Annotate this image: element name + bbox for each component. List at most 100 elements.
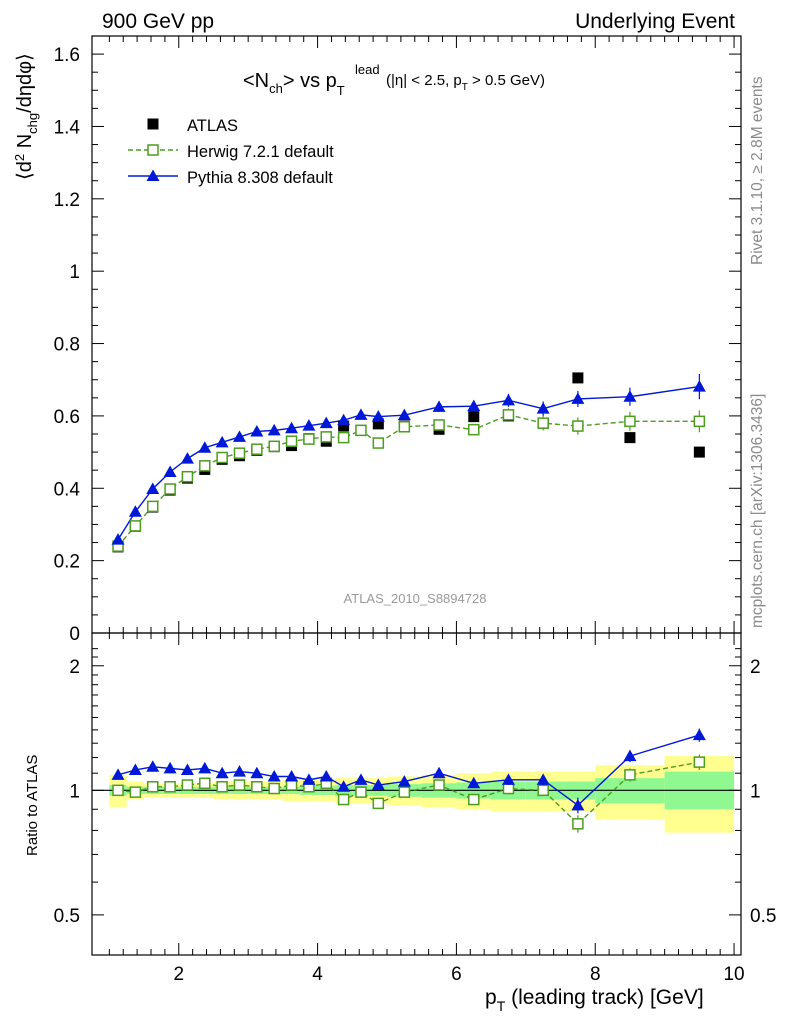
herwig-data-point <box>146 500 159 513</box>
atlas-data-point <box>338 420 350 432</box>
ratio-tick-label-right: 1 <box>750 781 761 802</box>
ratio-tick-label-right: 0.5 <box>750 906 776 927</box>
series-line <box>117 414 700 547</box>
herwig-data-point <box>693 415 706 428</box>
ratio-data-point <box>354 773 368 785</box>
ratio-data-point <box>624 769 636 781</box>
y-tick-label: 1.6 <box>54 45 80 66</box>
ratio-data-point <box>128 763 142 775</box>
svg-text:⟨d2 Nchg/dηdφ⟩: ⟨d2 Nchg/dηdφ⟩ <box>12 53 40 180</box>
pythia-data-point <box>319 416 333 429</box>
herwig-data-point <box>216 451 228 464</box>
pythia-data-point <box>302 419 316 431</box>
ratio-series-layer <box>111 728 706 833</box>
svg-text:<Nch> vs pT: <Nch> vs pT <box>243 70 345 98</box>
ratio-data-point <box>302 773 316 785</box>
herwig-data-point <box>398 421 411 433</box>
ratio-data-point <box>397 775 411 787</box>
ratio-data-point <box>268 782 280 795</box>
herwig-data-point <box>181 470 194 483</box>
ratio-data-point <box>146 781 159 793</box>
ratio-data-point <box>163 761 177 774</box>
y-tick-label: 0.8 <box>54 335 80 356</box>
ratio-plot-frame <box>91 632 742 956</box>
atlas-data-point <box>572 372 584 384</box>
svg-text:lead: lead <box>355 62 380 77</box>
pythia-data-point <box>285 421 299 434</box>
herwig-data-point <box>537 417 549 429</box>
x-tick-label: 8 <box>590 964 601 985</box>
legend-herwig-marker <box>147 144 159 156</box>
ratio-data-point <box>112 784 124 797</box>
y-tick-label: 0.2 <box>54 552 80 573</box>
pythia-data-point <box>233 430 246 442</box>
herwig-data-point <box>502 409 515 421</box>
legend-pythia-marker <box>146 169 160 181</box>
ratio-data-point <box>111 768 125 780</box>
ratio-data-point <box>250 766 264 779</box>
herwig-data-point <box>285 435 298 447</box>
y-tick-label: 1.4 <box>54 117 81 138</box>
svg-text:pT (leading track) [GeV]: pT (leading track) [GeV] <box>485 986 704 1014</box>
ratio-data-point <box>164 781 176 793</box>
pythia-data-point <box>371 410 385 422</box>
herwig-data-point <box>199 460 211 472</box>
legend-label: Herwig 7.2.1 default <box>187 143 334 161</box>
ratio-data-point <box>267 770 281 782</box>
y-tick-label: 0.4 <box>54 479 81 500</box>
x-tick-label: 10 <box>723 964 744 985</box>
mcplots-reference-text: mcplots.cern.ch [arXiv:1306.3436] <box>749 394 766 628</box>
ratio-data-point <box>572 818 584 830</box>
pythia-data-point <box>354 408 368 420</box>
ratio-data-point <box>501 773 515 785</box>
atlas-data-point <box>624 432 636 444</box>
main-series-layer <box>111 372 706 553</box>
ratio-data-point <box>199 777 211 790</box>
atlas-data-point <box>693 446 705 458</box>
pythia-data-point <box>128 505 142 517</box>
ratio-data-point <box>623 749 637 762</box>
pythia-data-point <box>536 402 550 414</box>
ratio-data-point <box>468 793 480 806</box>
ratio-data-point <box>251 781 263 793</box>
pythia-data-point <box>337 413 351 426</box>
herwig-data-point <box>268 440 280 453</box>
ratio-data-point <box>233 779 246 791</box>
ratio-data-point <box>216 781 228 793</box>
ratio-tick-label-left: 0.5 <box>54 906 80 927</box>
axes: 2 4 6 8 10 0 0.2 0.4 0.6 0.8 1 1.2 1.4 1.6 0.5 0.5 1 1 2 2 <box>54 35 776 985</box>
ratio-data-point <box>181 779 194 791</box>
ratio-y-axis-label: Ratio to ATLAS <box>24 755 41 856</box>
ratio-data-point <box>502 782 515 795</box>
pythia-data-point <box>163 465 177 477</box>
pythia-data-point <box>215 435 229 448</box>
ratio-data-point <box>146 760 160 772</box>
pythia-data-point <box>432 400 446 412</box>
ratio-data-point <box>693 756 706 768</box>
x-tick-label: 4 <box>312 964 323 985</box>
pythia-data-point <box>501 393 515 406</box>
herwig-data-point <box>129 520 142 532</box>
pythia-data-point <box>397 408 411 421</box>
header-left: 900 GeV pp <box>102 10 214 33</box>
ratio-data-point <box>129 786 142 798</box>
herwig-data-point <box>303 433 315 445</box>
herwig-data-point <box>320 431 333 443</box>
ratio-tick-label-left: 1 <box>69 781 80 802</box>
ratio-data-point <box>355 786 367 798</box>
ratio-data-point <box>198 761 212 774</box>
ratio-tick-label-right: 2 <box>750 657 761 678</box>
pythia-data-point <box>692 380 706 392</box>
ratio-data-point <box>371 778 385 791</box>
x-tick-label: 2 <box>173 964 184 985</box>
pythia-data-point <box>571 392 585 404</box>
pythia-data-point <box>180 452 194 464</box>
ratio-data-point <box>692 728 706 741</box>
y-tick-label: 1 <box>69 262 80 283</box>
herwig-data-point <box>251 443 263 455</box>
ratio-tick-label-left: 2 <box>69 657 80 678</box>
pythia-data-point <box>267 423 281 436</box>
legend-label: ATLAS <box>187 117 238 135</box>
ratio-data-point <box>433 779 445 791</box>
